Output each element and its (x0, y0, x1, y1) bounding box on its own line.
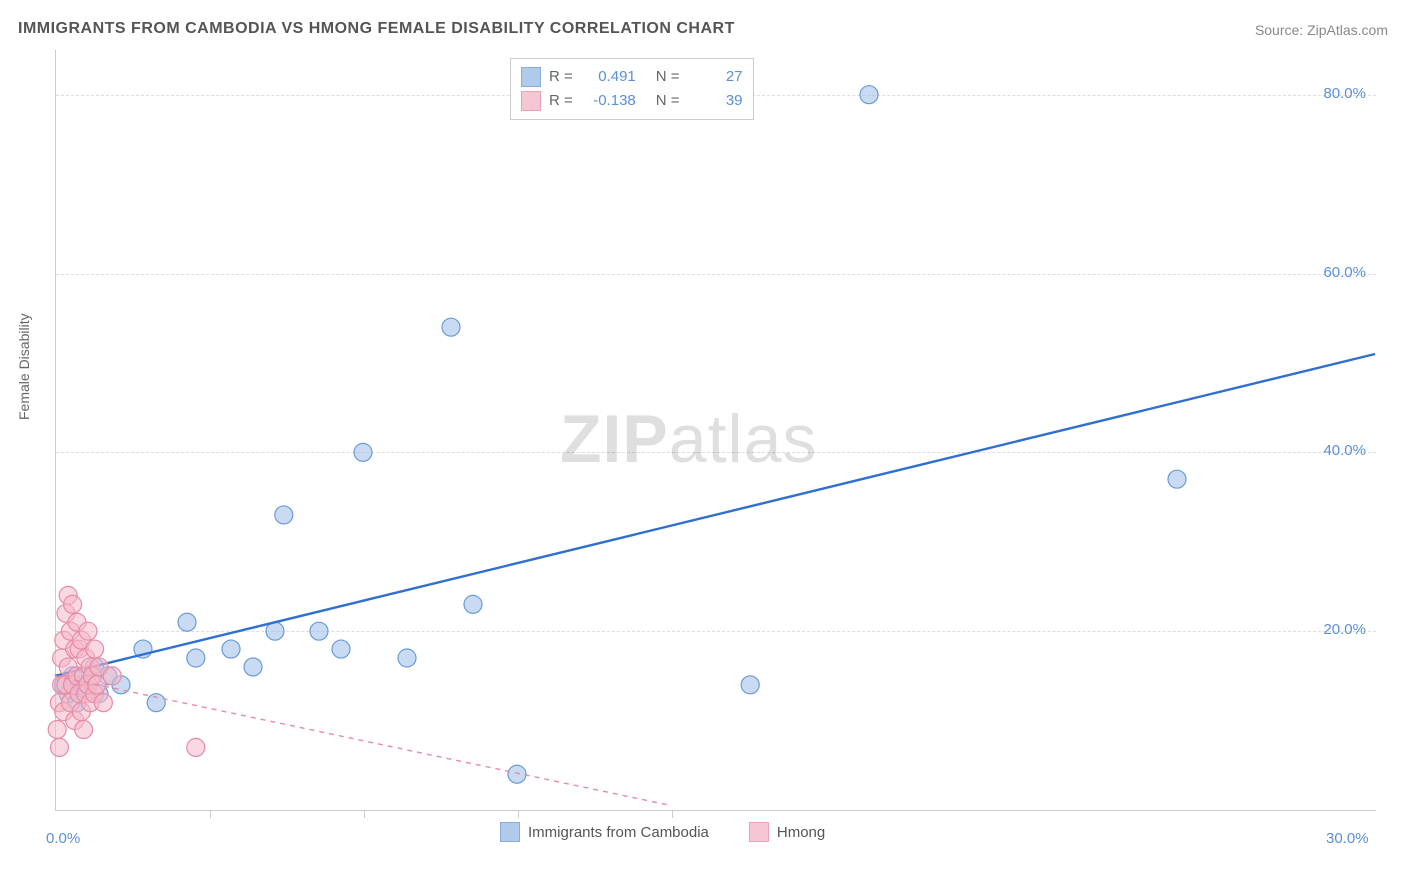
x-minor-tick (672, 810, 673, 818)
n-label: N = (656, 65, 680, 89)
data-point (86, 640, 104, 658)
x-tick-label: 30.0% (1326, 830, 1369, 847)
stats-legend: R = 0.491 N = 27 R = -0.138 N = 39 (510, 58, 754, 120)
x-tick-label: 0.0% (46, 830, 80, 847)
stats-row: R = -0.138 N = 39 (521, 89, 743, 113)
scatter-chart (55, 50, 1375, 810)
data-point (275, 506, 293, 524)
stats-row: R = 0.491 N = 27 (521, 65, 743, 89)
data-point (860, 86, 878, 104)
legend-item[interactable]: Hmong (749, 822, 825, 842)
data-point (310, 622, 328, 640)
n-value: 27 (688, 65, 743, 89)
x-minor-tick (210, 810, 211, 818)
data-point (398, 649, 416, 667)
legend-swatch (521, 67, 541, 87)
data-point (48, 721, 66, 739)
data-point (75, 721, 93, 739)
chart-title: IMMIGRANTS FROM CAMBODIA VS HMONG FEMALE… (18, 20, 735, 38)
data-point (244, 658, 262, 676)
data-point (147, 694, 165, 712)
source-link[interactable]: ZipAtlas.com (1307, 22, 1388, 38)
x-minor-tick (518, 810, 519, 818)
data-point (741, 676, 759, 694)
data-point (354, 443, 372, 461)
data-point (50, 738, 68, 756)
r-value: -0.138 (581, 89, 636, 113)
source-label: Source: ZipAtlas.com (1255, 22, 1388, 38)
trend-line (55, 676, 671, 806)
legend-item[interactable]: Immigrants from Cambodia (500, 822, 709, 842)
data-point (64, 595, 82, 613)
data-point (79, 622, 97, 640)
legend-swatch (500, 822, 520, 842)
data-point (94, 694, 112, 712)
data-point (464, 595, 482, 613)
source-prefix: Source: (1255, 22, 1307, 38)
data-point (187, 649, 205, 667)
legend-swatch (749, 822, 769, 842)
data-point (442, 318, 460, 336)
r-label: R = (549, 89, 573, 113)
legend-label: Immigrants from Cambodia (528, 824, 709, 841)
r-label: R = (549, 65, 573, 89)
data-point (187, 738, 205, 756)
n-value: 39 (688, 89, 743, 113)
series-legend: Immigrants from Cambodia Hmong (500, 822, 825, 842)
legend-label: Hmong (777, 824, 825, 841)
data-point (103, 667, 121, 685)
data-point (222, 640, 240, 658)
legend-swatch (521, 91, 541, 111)
y-axis-label: Female Disability (16, 313, 32, 420)
data-point (508, 765, 526, 783)
trend-line (55, 354, 1375, 676)
r-value: 0.491 (581, 65, 636, 89)
n-label: N = (656, 89, 680, 113)
data-point (178, 613, 196, 631)
x-minor-tick (364, 810, 365, 818)
data-point (1168, 470, 1186, 488)
data-point (332, 640, 350, 658)
